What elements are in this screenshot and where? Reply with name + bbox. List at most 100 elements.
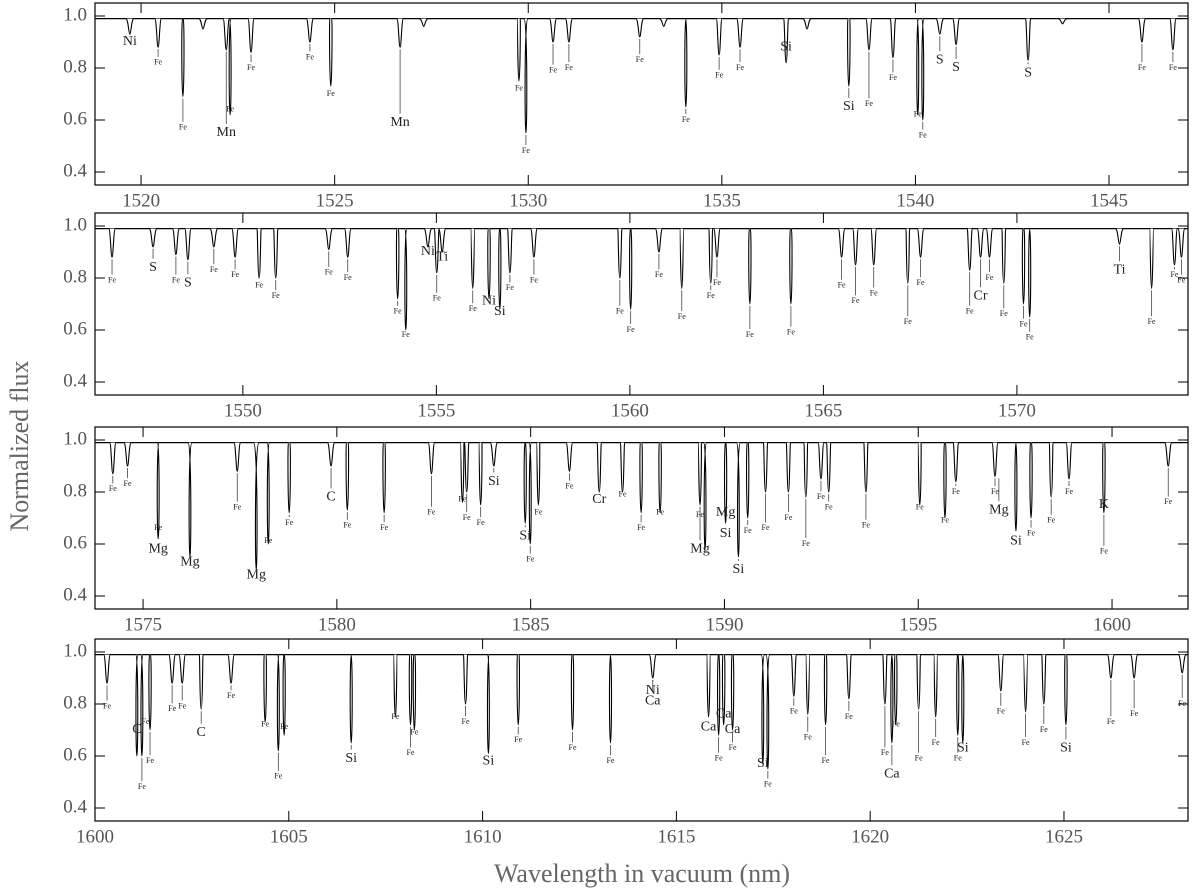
line-label: Fe [255,281,263,290]
x-tick-label: 1610 [464,826,502,847]
absorption-line [168,654,176,684]
absorption-line [760,654,765,765]
absorption-line [1149,228,1154,289]
line-label: Fe [109,484,117,493]
line-label: Fe [619,489,627,498]
absorption-line [933,654,938,718]
absorption-line [730,654,735,731]
absorption-line [1177,654,1187,674]
line-label: Fe [1026,333,1034,342]
line-label: Fe [932,738,940,747]
absorption-line [961,654,965,744]
line-label: Fe [852,296,860,305]
x-tick-label: 1555 [417,400,455,421]
absorption-line [478,442,483,506]
line-label: Fe [606,756,614,765]
line-label: Fe [715,753,723,762]
line-label: Fe [802,539,810,548]
line-label: Fe [637,523,645,532]
line-label: Fe [991,487,999,496]
absorption-line [171,228,180,256]
absorption-line [125,18,135,35]
line-label: Fe [1047,515,1055,524]
line-label: Fe [172,275,180,284]
absorption-line [1065,442,1073,480]
absorption-line [921,18,925,121]
line-label: Mg [716,505,735,520]
y-tick-label: 1.0 [63,428,87,449]
line-label: Fe [865,99,873,108]
absorption-line [263,654,267,723]
line-label: Fe [227,691,235,700]
line-label: Fe [1020,320,1028,329]
absorption-line [464,442,470,493]
line-label: Si [483,753,495,768]
line-label: Mg [690,541,709,556]
line-label: Fe [108,275,116,284]
line-label: Fe [682,115,690,124]
line-label: Cr [974,288,988,303]
absorption-line [523,442,527,524]
y-axis-title: Normalized flux [5,360,34,531]
line-label: Fe [138,782,146,791]
absorption-line [326,442,336,467]
absorption-line [178,654,187,684]
absorption-line [679,228,684,289]
line-label: Fe [231,270,239,279]
line-label: Fe [787,327,795,336]
line-label: Fe [764,779,772,788]
absorption-line [487,228,491,300]
y-tick-label: 0.6 [63,108,87,129]
x-tick-label: 1565 [804,400,842,421]
absorption-line [805,654,810,715]
absorption-line [823,654,828,726]
absorption-line [412,654,417,731]
line-label: Fe [707,291,715,300]
line-label: Fe [515,84,523,93]
panel: 1.0 0.8 0.6 0.4 1550 1555 1560 1565 1570 Fe S Fe S Fe… [63,212,1189,421]
absorption-line [935,18,945,35]
line-label: Fe [427,508,435,517]
line-label: Fe [1170,270,1178,279]
x-tick-label: 1600 [76,826,114,847]
absorption-line [109,442,117,475]
line-label: Fe [762,523,770,532]
line-label: Fe [915,753,923,762]
y-tick-label: 0.6 [63,318,87,339]
line-label: Fe [285,518,293,527]
absorption-line [140,654,144,757]
absorption-line [209,228,219,248]
y-tick-label: 0.8 [63,266,87,287]
y-tick-label: 0.8 [63,480,87,501]
line-label: Fe [729,743,737,752]
absorption-line [783,18,790,64]
line-label: Fe [954,753,962,762]
line-label: Fe [124,479,132,488]
y-tick-label: 1.0 [63,640,87,661]
line-label: Fe [1177,275,1185,284]
absorption-line [393,654,398,718]
absorption-line [596,442,602,493]
absorption-line [181,18,185,98]
line-label: Fe [522,146,530,155]
line-label: Mg [148,541,167,556]
absorption-line [198,654,204,710]
line-label: Fe [565,63,573,72]
absorption-line [845,654,852,700]
absorption-line [997,654,1005,692]
absorption-line [222,18,230,51]
line-label: Fe [966,307,974,316]
line-label: Fe [916,502,924,511]
absorption-line [1057,18,1068,25]
absorption-line [837,228,846,258]
line-label: Fe [636,55,644,64]
line-label: Ca [884,766,900,781]
line-label: Fe [870,288,878,297]
line-label: Fe [881,748,889,757]
line-label: Fe [790,707,798,716]
absorption-line [103,654,111,684]
line-label: Fe [402,330,410,339]
absorption-line [1137,18,1147,43]
absorption-line [1171,228,1178,266]
absorption-line [1041,654,1047,705]
